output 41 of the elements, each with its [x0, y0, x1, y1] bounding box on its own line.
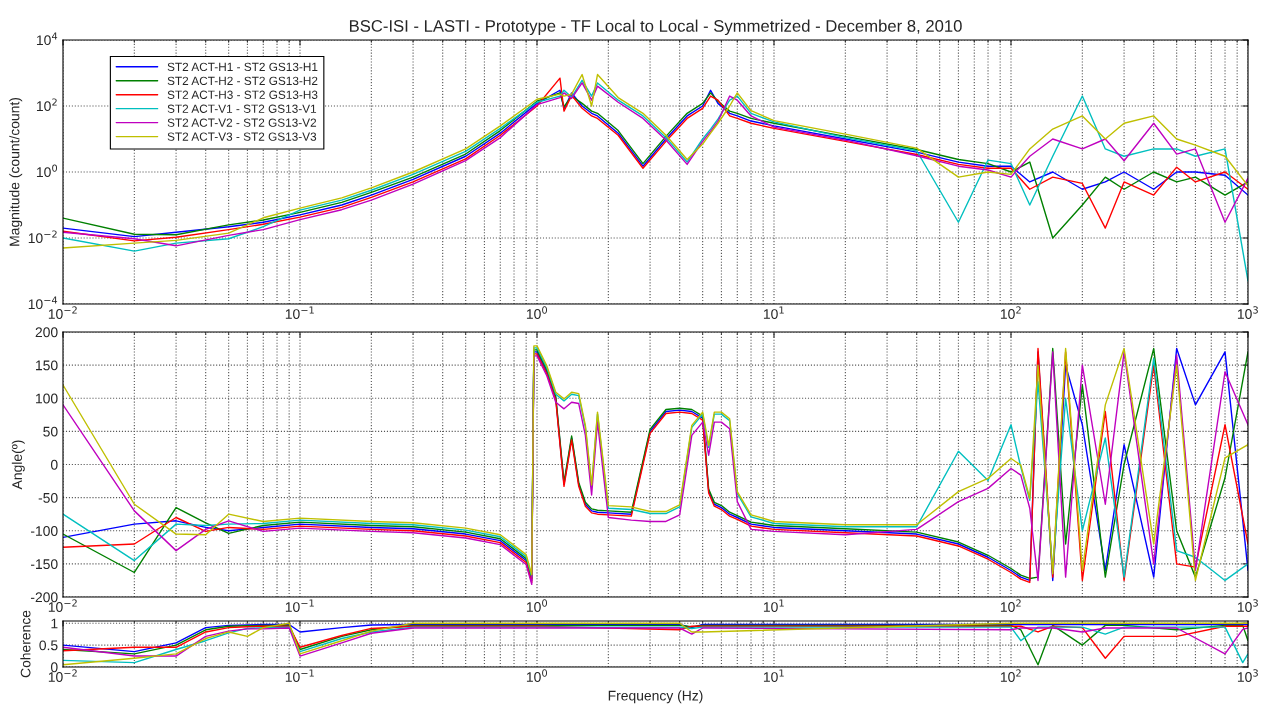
- legend-label: ST2 ACT-V2 - ST2 GS13-V2: [167, 118, 317, 127]
- y-tick-label: 10$^{2}$: [36, 98, 57, 112]
- x-tick-label: 10$^{2}$: [1000, 599, 1021, 612]
- x-tick-label: 10$^{1}$: [763, 599, 784, 612]
- y-tick-label: 150: [36, 360, 58, 371]
- x-tick-label: 10$^{2}$: [1000, 306, 1021, 319]
- y-tick-label: -150: [30, 559, 58, 570]
- legend-label: ST2 ACT-H2 - ST2 GS13-H2: [167, 76, 318, 85]
- y-tick-label: 10$^{4}$: [36, 32, 58, 46]
- x-tick-label: 10$^{3}$: [1237, 669, 1258, 682]
- y-tick-label: -100: [30, 526, 58, 536]
- chart-title: BSC-ISI - LASTI - Prototype - TF Local to Local - Symmetrized - December 8, 2010: [349, 19, 962, 36]
- legend-label: ST2 ACT-H3 - ST2 GS13-H3: [167, 90, 318, 99]
- x-tick-label: 10$^{−1}$: [285, 599, 314, 612]
- y-tick-label: 100: [36, 393, 58, 404]
- legend-label: ST2 ACT-V3 - ST2 GS13-V3: [167, 132, 317, 141]
- y-tick-label: 10$^{−2}$: [28, 230, 57, 244]
- x-tick-label: 10$^{−1}$: [285, 669, 314, 682]
- x-tick-label: 10$^{0}$: [526, 599, 548, 612]
- legend-label: ST2 ACT-V1 - ST2 GS13-V1: [167, 104, 317, 113]
- x-tick-label: 10$^{1}$: [763, 306, 784, 319]
- y-axis-title: Coherence: [20, 610, 31, 678]
- legend-label: ST2 ACT-H1 - ST2 GS13-H1: [167, 62, 318, 72]
- x-tick-label: 10$^{0}$: [526, 306, 548, 319]
- y-tick-label: -50: [38, 492, 58, 503]
- y-tick-label: 200: [35, 327, 58, 338]
- y-tick-label: 10$^{−4}$: [28, 296, 58, 310]
- y-axis-title: Magnitude (count/count): [9, 97, 23, 246]
- y-axis-title: Angle(º): [11, 440, 25, 490]
- x-tick-label: 10$^{2}$: [1000, 669, 1021, 682]
- y-tick-label: 0.5: [39, 640, 58, 651]
- y-tick-label: 50: [43, 426, 58, 437]
- x-tick-label: 10$^{3}$: [1237, 306, 1258, 319]
- x-tick-label: 10$^{0}$: [526, 669, 548, 682]
- x-tick-label: 10$^{3}$: [1237, 599, 1258, 612]
- y-tick-label: 10$^{0}$: [36, 164, 58, 178]
- y-tick-label: 1: [51, 618, 58, 629]
- y-tick-label: 0: [50, 459, 58, 470]
- x-tick-label: 10$^{1}$: [763, 669, 784, 682]
- x-axis-title: Frequency (Hz): [608, 690, 703, 704]
- x-tick-label: 10$^{−1}$: [285, 306, 314, 319]
